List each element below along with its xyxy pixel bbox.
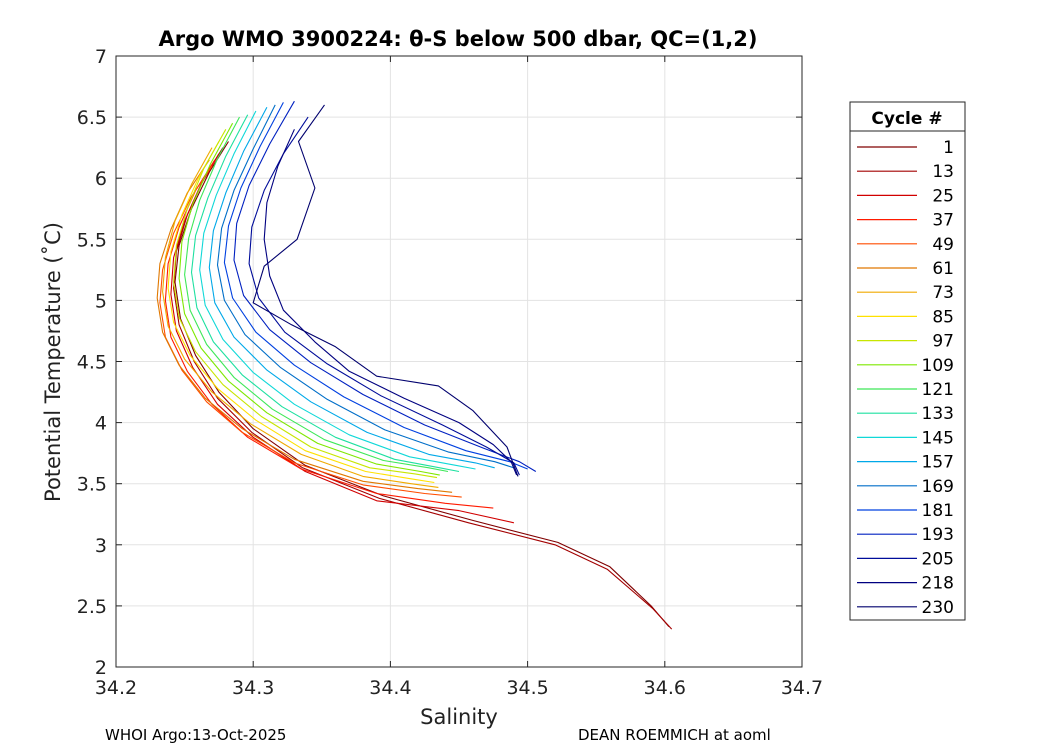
legend-label-181: 181 (922, 501, 954, 521)
series-line-cycle-218 (263, 129, 518, 476)
legend-entries: 1 13 25 37 49 61 73 85 97 109 121 133 145 157 169 181 19… (857, 138, 954, 618)
series-line-cycle-230 (252, 104, 519, 477)
series-line-cycle-37 (164, 159, 494, 509)
legend-label-97: 97 (932, 332, 954, 352)
y-tick-label: 5 (95, 290, 107, 312)
legend-label-218: 218 (922, 574, 954, 594)
legend-label-109: 109 (922, 356, 954, 376)
y-tick-label: 6 (95, 168, 107, 190)
series-line-cycle-73 (162, 147, 439, 488)
legend-label-85: 85 (932, 307, 954, 327)
footer-credit: WHOI Argo:13-Oct-2025 (105, 726, 287, 744)
x-tick-label: 34.7 (781, 677, 823, 699)
legend-label-157: 157 (922, 453, 954, 473)
legend-label-193: 193 (922, 525, 954, 545)
series-line-cycle-157 (208, 107, 495, 469)
x-tick-label: 34.3 (232, 677, 274, 699)
series-line-cycle-169 (216, 104, 515, 469)
legend-label-37: 37 (932, 211, 954, 231)
legend-label-25: 25 (932, 186, 954, 206)
series-line-cycle-25 (170, 153, 515, 524)
y-tick-label: 5.5 (77, 229, 107, 251)
legend-label-49: 49 (932, 235, 954, 255)
series-line-cycle-13 (173, 147, 673, 630)
series-line-cycle-145 (199, 110, 476, 470)
y-axis-label: Potential Temperature (˚C) (41, 222, 65, 502)
x-axis-label: Salinity (420, 705, 498, 729)
legend-label-61: 61 (932, 259, 954, 279)
legend-label-133: 133 (922, 404, 954, 424)
legend: Cycle # 1 13 25 37 49 61 73 85 97 109 121 133 145 157… (849, 101, 966, 621)
footer-pi: DEAN ROEMMICH at aoml (578, 726, 771, 744)
legend-label-169: 169 (922, 477, 954, 497)
y-tick-labels: 2 2.5 3 3.5 4 4.5 5 5.5 6 6.5 7 (77, 46, 107, 679)
x-tick-label: 34.5 (506, 677, 548, 699)
x-tick-labels: 34.2 34.3 34.4 34.5 34.6 34.7 (95, 677, 823, 699)
legend-label-230: 230 (922, 598, 954, 618)
x-tick-label: 34.6 (644, 677, 686, 699)
series-line-cycle-181 (223, 102, 528, 470)
y-tick-label: 6.5 (77, 107, 107, 129)
series-line-cycle-133 (190, 114, 460, 473)
x-tick-label: 34.2 (95, 677, 137, 699)
series-layer (156, 100, 673, 630)
tick-marks (115, 55, 803, 668)
legend-label-73: 73 (932, 283, 954, 303)
chart-title: Argo WMO 3900224: θ-S below 500 dbar, QC… (159, 27, 758, 51)
series-line-cycle-121 (184, 116, 449, 473)
y-tick-label: 3 (95, 535, 107, 557)
series-line-cycle-1 (174, 141, 670, 628)
series-line-cycle-49 (159, 165, 462, 498)
legend-title: Cycle # (871, 109, 942, 129)
series-line-cycle-205 (248, 116, 520, 476)
legend-label-1: 1 (943, 138, 954, 158)
y-tick-label: 7 (95, 46, 107, 68)
series-line-cycle-193 (233, 100, 537, 472)
series-line-cycle-97 (173, 129, 438, 479)
x-tick-label: 34.4 (369, 677, 411, 699)
series-line-cycle-85 (167, 141, 435, 484)
series-line-cycle-109 (178, 122, 440, 476)
y-tick-label: 3.5 (77, 474, 107, 496)
legend-label-121: 121 (922, 380, 954, 400)
y-tick-label: 4.5 (77, 352, 107, 374)
y-tick-label: 4 (95, 413, 107, 435)
legend-label-13: 13 (932, 162, 954, 182)
y-tick-label: 2.5 (77, 596, 107, 618)
legend-label-205: 205 (922, 549, 954, 569)
legend-label-145: 145 (922, 428, 954, 448)
y-tick-label: 2 (95, 657, 107, 679)
series-line-cycle-61 (156, 159, 453, 493)
